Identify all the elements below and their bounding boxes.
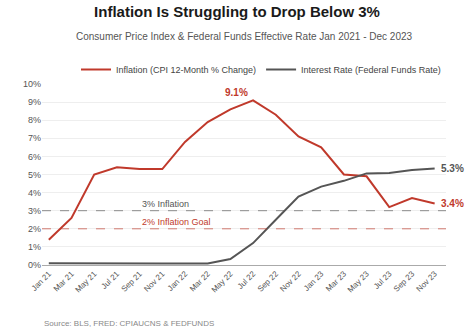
svg-text:2%: 2% xyxy=(28,224,41,234)
svg-text:6%: 6% xyxy=(28,152,41,162)
svg-text:Mar 21: Mar 21 xyxy=(52,269,76,293)
svg-text:Jul 21: Jul 21 xyxy=(100,269,122,291)
svg-text:2% Inflation Goal: 2% Inflation Goal xyxy=(142,217,211,227)
svg-text:Interest Rate (Federal Funds R: Interest Rate (Federal Funds Rate) xyxy=(301,65,441,75)
svg-text:Sep 22: Sep 22 xyxy=(256,269,281,294)
svg-text:May 22: May 22 xyxy=(210,269,235,294)
svg-text:Source: BLS, FRED: CPIAUCNS &: Source: BLS, FRED: CPIAUCNS & FEDFUNDS xyxy=(44,319,214,328)
svg-text:Sep 21: Sep 21 xyxy=(120,269,145,294)
svg-text:5%: 5% xyxy=(28,170,41,180)
svg-text:8%: 8% xyxy=(28,115,41,125)
svg-text:Inflation (CPI 12-Month % Chan: Inflation (CPI 12-Month % Change) xyxy=(116,65,256,75)
svg-text:3% Inflation: 3% Inflation xyxy=(142,199,189,209)
svg-text:Nov 21: Nov 21 xyxy=(142,269,167,294)
svg-text:7%: 7% xyxy=(28,133,41,143)
svg-text:Inflation Is Struggling to Dro: Inflation Is Struggling to Drop Below 3% xyxy=(94,3,380,20)
svg-text:3%: 3% xyxy=(28,206,41,216)
svg-text:Jul 22: Jul 22 xyxy=(236,269,258,291)
svg-text:Nov 23: Nov 23 xyxy=(415,269,440,294)
svg-text:1%: 1% xyxy=(28,242,41,252)
svg-text:10%: 10% xyxy=(23,79,41,89)
svg-text:0%: 0% xyxy=(28,260,41,270)
svg-text:Jan 23: Jan 23 xyxy=(302,269,326,293)
svg-text:May 21: May 21 xyxy=(74,269,99,294)
svg-text:9.1%: 9.1% xyxy=(225,87,248,98)
svg-text:Mar 22: Mar 22 xyxy=(188,269,212,293)
svg-text:9%: 9% xyxy=(28,97,41,107)
svg-text:Jul 23: Jul 23 xyxy=(372,269,394,291)
svg-text:3.4%: 3.4% xyxy=(441,198,464,209)
svg-text:Consumer Price Index & Federal: Consumer Price Index & Federal Funds Eff… xyxy=(76,31,413,42)
svg-text:Jan 22: Jan 22 xyxy=(166,269,190,293)
svg-text:5.3%: 5.3% xyxy=(441,163,464,174)
svg-text:May 23: May 23 xyxy=(346,269,371,294)
svg-text:Nov 22: Nov 22 xyxy=(278,269,303,294)
svg-text:4%: 4% xyxy=(28,188,41,198)
svg-text:Jan 21: Jan 21 xyxy=(30,269,54,293)
svg-text:Mar 23: Mar 23 xyxy=(324,269,348,293)
svg-text:Sep 23: Sep 23 xyxy=(392,269,417,294)
